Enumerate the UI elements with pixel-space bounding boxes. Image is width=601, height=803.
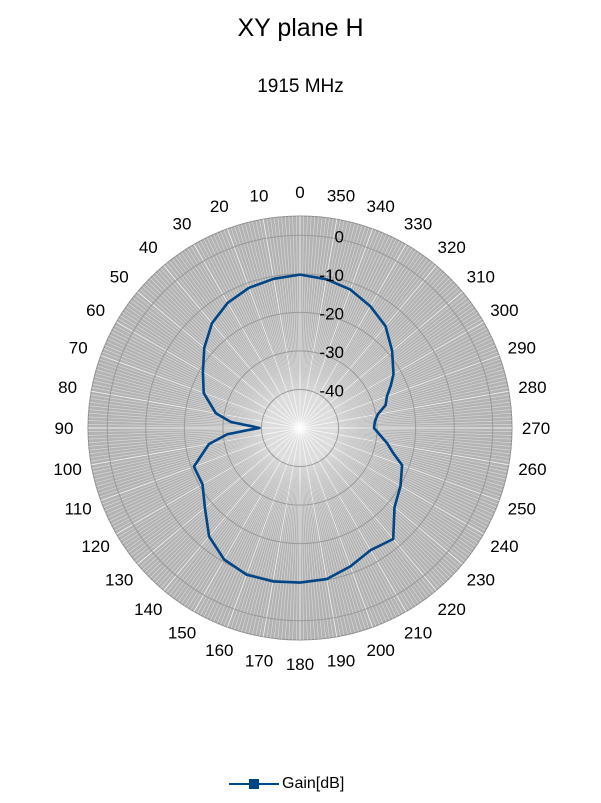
angle-spoke-40 — [163, 265, 301, 429]
angle-tick-label: 110 — [65, 500, 92, 519]
radial-tick-label: -30 — [319, 343, 344, 362]
angle-tick-label: 150 — [168, 623, 196, 642]
radial-ring--40 — [260, 388, 340, 468]
angle-tick-label: 60 — [86, 301, 105, 320]
radial-tick-label: -10 — [319, 266, 344, 285]
angle-tick-label: 40 — [139, 238, 158, 257]
angle-spoke-150 — [193, 427, 301, 612]
angle-spoke-350 — [299, 219, 338, 429]
radial-tick-label: -20 — [319, 304, 344, 323]
angle-spoke-20 — [227, 228, 301, 429]
angle-tick-label: 10 — [250, 187, 269, 206]
angle-tick-label: 270 — [522, 419, 550, 438]
radial-tick-label: 0 — [335, 227, 344, 246]
angle-spoke-160 — [227, 427, 301, 628]
radial-ring--30 — [222, 350, 378, 506]
angle-tick-label: 50 — [110, 267, 129, 286]
angle-tick-label: 330 — [404, 215, 432, 234]
angle-tick-label: 190 — [327, 651, 355, 670]
legend-swatch — [229, 774, 279, 794]
angle-spoke-70 — [100, 355, 301, 429]
angle-spoke-170 — [262, 427, 301, 637]
angle-tick-label: 230 — [467, 571, 495, 590]
angle-tick-label: 240 — [490, 537, 518, 556]
grid-lines — [88, 216, 512, 640]
angle-spoke-190 — [299, 427, 338, 637]
angle-spoke-330 — [299, 244, 407, 429]
angle-tick-label: 170 — [245, 651, 273, 670]
series-layer — [192, 273, 404, 584]
angle-spoke-340 — [299, 228, 373, 429]
angle-spoke-100 — [91, 427, 301, 466]
angle-tick-label: 20 — [210, 197, 229, 216]
angle-spoke-50 — [137, 291, 301, 429]
angle-tick-label: 280 — [518, 378, 546, 397]
angle-tick-label: 30 — [173, 215, 192, 234]
radial-tick-labels: 0 -10 -20 -30 -40 — [319, 227, 344, 400]
angle-spoke-210 — [299, 427, 407, 612]
legend-marker — [249, 779, 259, 789]
series-gain-line — [192, 273, 404, 584]
angle-tick-label: 80 — [58, 378, 77, 397]
chart-subtitle: 1915 MHz — [257, 76, 344, 97]
angle-spoke-130 — [137, 427, 301, 565]
minor-angle-grid — [88, 216, 512, 640]
angle-tick-label: 350 — [327, 187, 355, 206]
angle-spoke-120 — [116, 427, 301, 535]
angle-tick-label: 90 — [55, 419, 74, 438]
radial-ring--20 — [183, 311, 417, 545]
angle-tick-label: 220 — [438, 600, 466, 619]
angle-tick-label: 70 — [69, 338, 88, 357]
angle-tick-label: 320 — [438, 238, 466, 257]
angle-spoke-260 — [299, 427, 509, 466]
angle-spoke-300 — [299, 321, 484, 429]
radial-ring-0 — [106, 234, 494, 622]
angle-spoke-280 — [299, 390, 509, 429]
angle-spoke-10 — [262, 219, 301, 429]
angle-tick-label: 120 — [81, 537, 109, 556]
angle-tick-label: 260 — [518, 460, 546, 479]
angle-spoke-60 — [116, 321, 301, 429]
angle-tick-label: 130 — [105, 571, 133, 590]
angle-spoke-310 — [299, 291, 463, 429]
angle-tick-label: 140 — [134, 600, 162, 619]
angle-tick-label: 250 — [508, 500, 536, 519]
angle-spoke-220 — [299, 427, 437, 591]
angle-tick-label: 160 — [205, 641, 233, 660]
angle-spoke-30 — [193, 244, 301, 429]
angle-tick-label: 300 — [490, 301, 518, 320]
angle-spoke-200 — [299, 427, 373, 628]
angle-tick-label: 310 — [467, 267, 495, 286]
angle-spoke-140 — [163, 427, 301, 591]
angle-spoke-250 — [299, 427, 500, 501]
angle-spoke-230 — [299, 427, 463, 565]
angle-tick-label: 210 — [404, 623, 432, 642]
angle-spoke-290 — [299, 355, 500, 429]
angle-spoke-240 — [299, 427, 484, 535]
chart-title: XY plane H — [237, 14, 364, 42]
angle-tick-label: 180 — [286, 655, 314, 674]
angle-spoke-80 — [91, 390, 301, 429]
angle-tick-label: 100 — [53, 460, 81, 479]
angle-tick-label: 340 — [367, 197, 395, 216]
angle-spoke-320 — [299, 265, 437, 429]
legend: Gain[dB] — [229, 774, 344, 794]
angle-tick-label: 290 — [508, 338, 536, 357]
angle-spoke-110 — [100, 427, 301, 501]
legend-label: Gain[dB] — [282, 775, 345, 792]
angle-tick-label: 200 — [367, 641, 395, 660]
angle-tick-label: 0 — [295, 183, 304, 202]
radial-tick-label: -40 — [319, 381, 344, 400]
